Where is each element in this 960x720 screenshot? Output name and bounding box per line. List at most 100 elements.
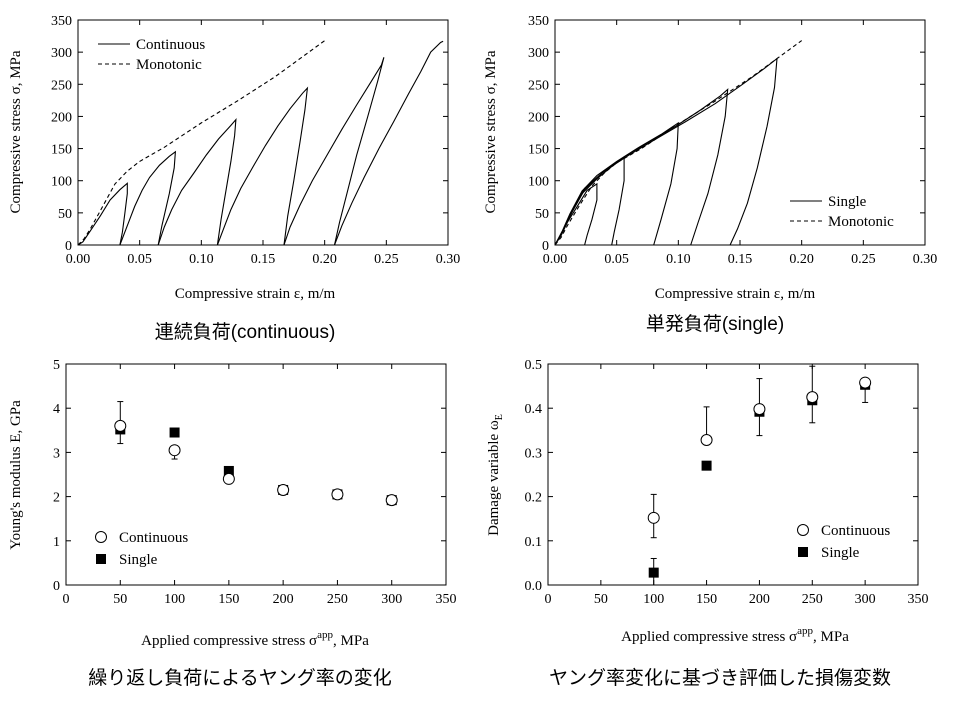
x-tick-label: 50 <box>113 592 127 607</box>
x-tick-label: 300 <box>855 592 876 607</box>
y-tick-label: 0 <box>65 239 72 254</box>
chart2-x-axis-label: Compressive strain ε, m/m <box>655 286 816 302</box>
x-tick-label: 300 <box>381 592 402 607</box>
plot-frame <box>547 363 919 586</box>
single-marker <box>701 460 712 471</box>
y-tick-label: 0.5 <box>525 358 543 373</box>
x-tick-label: 50 <box>594 592 608 607</box>
x-tick-label: 200 <box>273 592 294 607</box>
continuous-curve <box>283 57 385 246</box>
single-marker <box>223 465 234 476</box>
x-tick-label: 0.10 <box>666 252 691 267</box>
y-tick-label: 5 <box>53 358 60 373</box>
continuous-marker <box>753 403 766 416</box>
chart-1: 0.00 0.05 0.10 0.15 0.20 0.25 0.30 0 50 100 150 200… <box>51 14 460 267</box>
chart1-y-axis-label: Compressive stress σ, MPa <box>8 50 24 213</box>
legend-label-single: Single <box>828 194 867 210</box>
x-tick-label: 0.15 <box>728 252 753 267</box>
x-tick-label: 0.10 <box>189 252 214 267</box>
x-tick-label: 0.00 <box>66 252 91 267</box>
legend-label-monotonic: Monotonic <box>828 214 894 230</box>
legend-label-continuous: Continuous <box>119 530 188 546</box>
continuous-marker <box>700 434 713 447</box>
y-tick-label: 0.4 <box>525 402 543 417</box>
y-tick-label: 1 <box>53 535 60 550</box>
x-tick-label: 350 <box>908 592 929 607</box>
y-tick-label: 250 <box>51 78 72 93</box>
x-tick-label: 250 <box>327 592 348 607</box>
legend-label-continuous: Continuous <box>821 523 890 539</box>
y-tick-label: 250 <box>528 78 549 93</box>
legend-marker-single <box>798 547 808 557</box>
plot-frame <box>65 363 447 586</box>
legend-label-monotonic: Monotonic <box>136 57 202 73</box>
y-tick-label: 200 <box>528 110 549 125</box>
continuous-marker <box>385 494 398 507</box>
caption-damage-variable: ヤング率変化に基づき評価した損傷変数 <box>549 667 891 689</box>
chart-3: 0 50 100 150 200 250 300 350 0 1 2 3 4 5 Continuous Sin… <box>53 358 457 607</box>
x-tick-label: 0.30 <box>913 252 938 267</box>
x-tick-label: 200 <box>749 592 770 607</box>
continuous-curve <box>333 40 444 246</box>
single-curve <box>554 156 625 246</box>
continuous-marker <box>168 444 181 457</box>
x-tick-label: 150 <box>218 592 239 607</box>
x-tick-label: 0.20 <box>312 252 337 267</box>
continuous-marker <box>806 391 819 404</box>
single-marker <box>169 427 180 438</box>
single-curve <box>554 121 679 246</box>
continuous-marker <box>331 488 344 501</box>
y-tick-label: 100 <box>51 175 72 190</box>
y-tick-label: 50 <box>535 207 549 222</box>
y-tick-label: 300 <box>51 46 72 61</box>
single-marker <box>648 567 659 578</box>
continuous-curve <box>119 150 177 246</box>
y-tick-label: 3 <box>53 446 60 461</box>
continuous-marker <box>277 483 290 496</box>
plot-frame <box>554 19 926 246</box>
x-tick-label: 250 <box>802 592 823 607</box>
legend-label-continuous: Continuous <box>136 37 205 53</box>
x-tick-label: 0.00 <box>543 252 568 267</box>
chart1-x-axis-label: Compressive strain ε, m/m <box>175 286 336 302</box>
continuous-curve <box>77 182 128 246</box>
plot-frame <box>77 19 449 246</box>
x-tick-label: 150 <box>696 592 717 607</box>
single-curve <box>554 182 598 246</box>
chart4-x-axis-label: Applied compressive stress σapp, MPa <box>621 625 849 645</box>
chart3-y-axis-label: Young's modulus E, GPa <box>8 400 24 550</box>
chart-2: 0.00 0.05 0.10 0.15 0.20 0.25 0.30 0 50 100 150 200… <box>528 14 937 267</box>
y-tick-label: 0.1 <box>525 535 543 550</box>
chart3-x-axis-label: Applied compressive stress σapp, MPa <box>141 629 369 649</box>
continuous-curve <box>216 86 309 246</box>
x-tick-label: 100 <box>643 592 664 607</box>
y-tick-label: 100 <box>528 175 549 190</box>
single-curve <box>554 88 729 246</box>
y-tick-label: 350 <box>51 14 72 29</box>
x-tick-label: 100 <box>164 592 185 607</box>
caption-single: 単発負荷(single) <box>646 313 784 335</box>
single-curve <box>554 57 778 246</box>
x-tick-label: 0.25 <box>374 252 399 267</box>
x-tick-label: 0.25 <box>851 252 876 267</box>
x-tick-label: 350 <box>436 592 457 607</box>
x-tick-label: 0.15 <box>251 252 276 267</box>
legend-label-single: Single <box>119 552 158 568</box>
continuous-marker <box>859 376 872 389</box>
x-tick-label: 0.20 <box>789 252 814 267</box>
y-tick-label: 0 <box>53 579 60 594</box>
chart2-y-axis-label: Compressive stress σ, MPa <box>483 50 499 213</box>
continuous-marker <box>647 511 660 524</box>
y-tick-label: 350 <box>528 14 549 29</box>
x-tick-label: 0.05 <box>604 252 629 267</box>
caption-continuous: 連続負荷(continuous) <box>155 321 336 343</box>
x-tick-label: 0.30 <box>436 252 461 267</box>
y-tick-label: 300 <box>528 46 549 61</box>
y-tick-label: 0.2 <box>525 491 543 506</box>
y-tick-label: 4 <box>53 402 60 417</box>
caption-youngs-modulus: 繰り返し負荷によるヤング率の変化 <box>88 667 391 689</box>
y-tick-label: 150 <box>528 143 549 158</box>
continuous-curve <box>157 117 237 246</box>
legend-marker-continuous <box>797 524 809 536</box>
